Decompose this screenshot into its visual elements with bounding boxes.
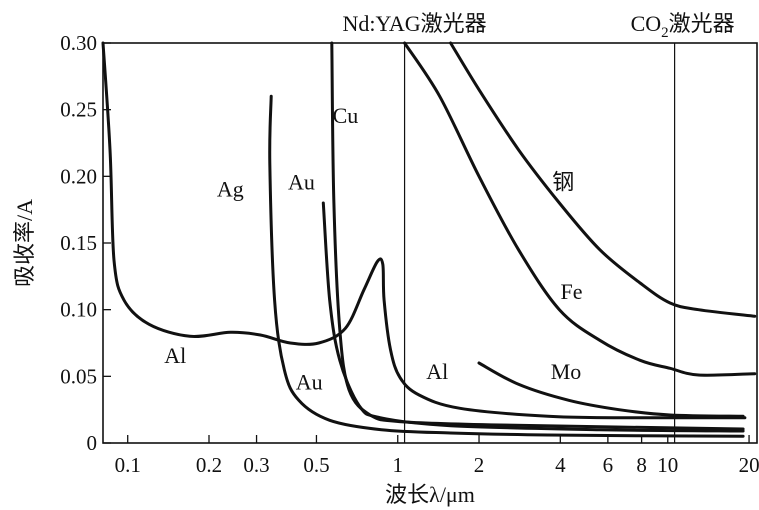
series-line-Mo (477, 361, 745, 418)
x-tick-label: 0.5 (303, 453, 329, 477)
curve-label: Al (426, 359, 448, 384)
y-tick-label: 0.30 (60, 31, 97, 55)
y-tick-label: 0.10 (60, 298, 97, 322)
series-line-钢 (449, 41, 757, 318)
curve-label: 钢 (552, 170, 574, 195)
curve-label: Cu (333, 103, 359, 128)
series-line-Al (101, 41, 747, 420)
series-line-Ag (268, 94, 745, 438)
curve-label: Ag (217, 176, 244, 201)
y-tick-label: 0.05 (60, 364, 97, 388)
x-tick-label: 8 (636, 453, 647, 477)
y-axis-label: 吸收率/A (12, 199, 37, 287)
y-tick-label: 0.25 (60, 98, 97, 122)
laser-label: CO2激光器 (631, 11, 735, 41)
y-tick-label: 0.20 (60, 164, 97, 188)
curve-label: Mo (551, 359, 582, 384)
x-tick-label: 20 (739, 453, 759, 477)
curve-label: Al (164, 343, 186, 368)
x-tick-label: 2 (474, 453, 485, 477)
x-tick-label: 10 (657, 453, 678, 477)
y-tick-label: 0.15 (60, 231, 97, 255)
x-axis-label: 波长λ/μm (385, 482, 475, 507)
curve-label: Fe (560, 279, 582, 304)
laser-label: Nd:YAG激光器 (342, 11, 486, 36)
x-tick-label: 0.1 (115, 453, 141, 477)
x-tick-label: 1 (392, 453, 403, 477)
curve-label: Au (288, 170, 315, 195)
curve-label: Au (296, 370, 323, 395)
series-line-Cu (330, 41, 745, 431)
x-tick-label: 4 (555, 453, 566, 477)
x-tick-label: 6 (603, 453, 614, 477)
series-line-Fe (403, 41, 757, 377)
x-tick-label: 0.3 (243, 453, 269, 477)
series-line-Au (321, 201, 745, 433)
y-tick-label: 0 (87, 431, 98, 455)
x-tick-label: 0.2 (196, 453, 222, 477)
